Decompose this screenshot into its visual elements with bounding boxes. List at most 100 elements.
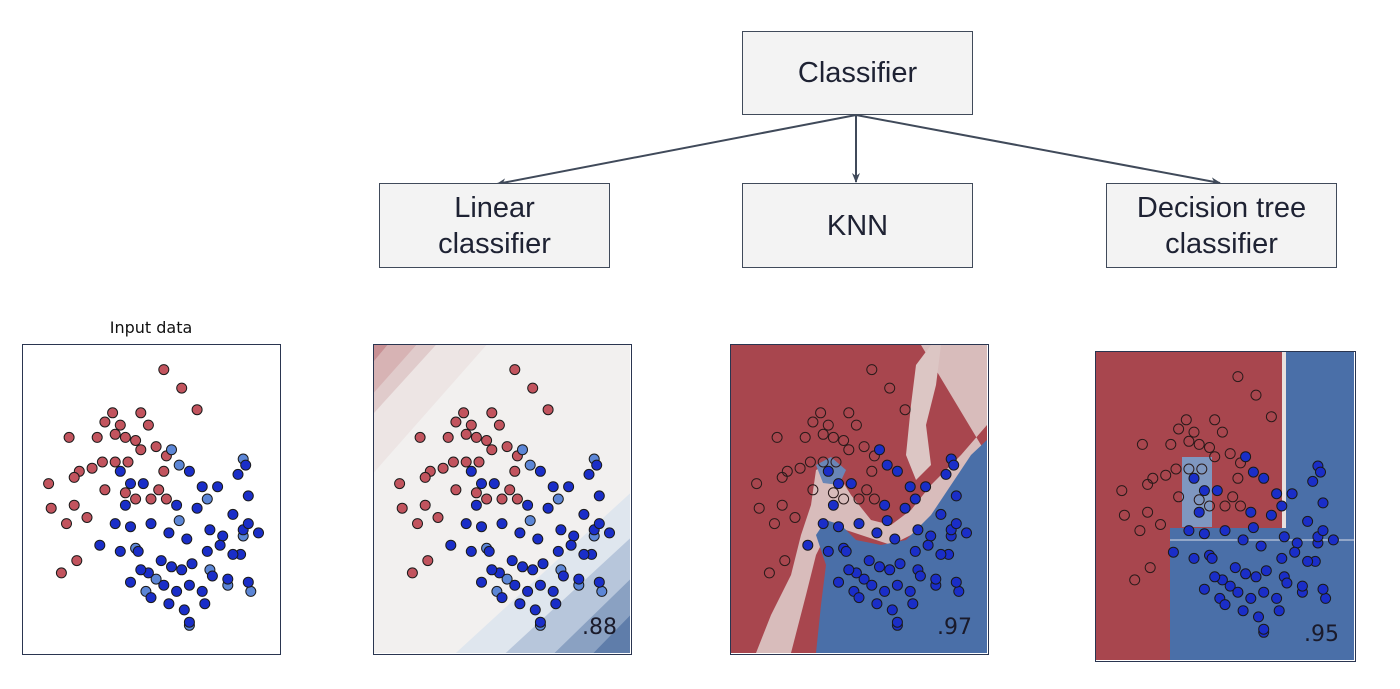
data-point-blue (1193, 506, 1205, 518)
data-point-red (1193, 494, 1205, 506)
linear-decision-plot (374, 345, 630, 653)
data-point-red (830, 456, 842, 468)
data-point-blue (506, 555, 518, 567)
data-point-red (799, 431, 811, 443)
data-point-blue (178, 604, 190, 616)
data-point-blue (176, 564, 188, 576)
data-point-blue (145, 592, 157, 604)
data-point-blue (1188, 472, 1200, 484)
data-point-blue (125, 478, 136, 490)
data-point-red (176, 382, 188, 394)
data-point-blue (568, 530, 580, 542)
data-point-blue (227, 508, 239, 520)
data-point-red (486, 444, 498, 456)
data-point-blue (863, 555, 875, 567)
linear-panel: .88 (373, 344, 632, 655)
data-point-blue (840, 545, 852, 557)
data-point-blue (527, 564, 539, 576)
data-point-red (751, 478, 763, 490)
data-point-blue (557, 570, 569, 582)
data-point-blue (483, 545, 495, 557)
data-point-red (1180, 414, 1192, 426)
linear-label-line1: Linear (454, 191, 535, 224)
data-point-blue (904, 585, 916, 597)
data-point-red (843, 444, 855, 456)
knn-label: KNN (826, 209, 889, 242)
data-point-red (1116, 485, 1128, 497)
data-point-red (91, 431, 103, 443)
data-point-red (527, 382, 539, 394)
data-point-blue (1258, 586, 1270, 598)
data-point-blue (171, 585, 183, 597)
tree-panel: .95 (1095, 351, 1356, 662)
data-point-blue (886, 604, 898, 616)
data-point-red (71, 555, 83, 567)
data-point-red (99, 484, 111, 496)
data-point-blue (843, 564, 855, 576)
data-point-blue (1240, 568, 1252, 580)
data-point-red (1265, 411, 1277, 423)
data-point-red (160, 493, 172, 505)
data-point-blue (578, 548, 590, 560)
data-point-light-blue (166, 444, 177, 456)
data-point-blue (894, 558, 906, 570)
data-point-blue (1317, 583, 1329, 595)
data-point-light-blue (501, 573, 513, 585)
data-point-blue (1237, 534, 1249, 546)
data-point-red (838, 493, 850, 505)
data-point-blue (183, 616, 195, 628)
data-point-red (158, 364, 170, 376)
data-point-blue (593, 490, 605, 502)
data-point-blue (465, 465, 477, 477)
data-point-red (460, 456, 472, 468)
data-point-blue (242, 490, 254, 502)
data-point-blue (1206, 552, 1218, 564)
data-point-blue (163, 598, 175, 610)
data-point-red (779, 555, 791, 567)
data-point-red (858, 441, 870, 453)
data-point-red (1165, 438, 1177, 450)
data-point-blue (1273, 605, 1285, 617)
tree-score: .95 (1304, 622, 1339, 647)
data-point-red (1204, 500, 1215, 512)
data-point-red (753, 502, 765, 514)
data-point-blue (822, 545, 834, 557)
data-point-red (396, 502, 408, 514)
data-point-blue (920, 481, 932, 493)
data-point-blue (879, 499, 891, 511)
data-point-blue (907, 598, 919, 610)
data-point-blue (94, 539, 106, 551)
data-point-red (470, 487, 482, 499)
data-point-red (450, 484, 462, 496)
data-point-red (804, 456, 816, 468)
data-point-blue (1167, 546, 1179, 558)
data-point-red (853, 493, 865, 505)
data-point-blue (155, 555, 167, 567)
data-point-blue (509, 579, 521, 591)
data-point-red (511, 493, 523, 505)
data-point-blue (1211, 485, 1223, 497)
data-point-light-blue (1247, 522, 1259, 534)
data-point-red (542, 404, 554, 416)
data-point-red (1188, 426, 1200, 438)
data-point-red (776, 471, 788, 483)
data-point-red (1144, 562, 1156, 574)
data-point-red (447, 456, 459, 468)
data-point-red (109, 428, 121, 440)
data-point-red (68, 499, 80, 511)
linear-band-red-4 (374, 345, 487, 473)
data-point-blue (1198, 485, 1210, 497)
data-point-blue (940, 468, 952, 480)
data-point-blue (950, 518, 962, 530)
data-point-blue (201, 545, 213, 557)
data-point-red (1193, 438, 1205, 450)
data-point-red (817, 456, 829, 468)
data-point-blue (604, 527, 615, 539)
root-label: Classifier (797, 57, 918, 89)
classifier-root-box: Classifier (742, 31, 973, 115)
data-point-red (109, 456, 121, 468)
data-point-blue (1317, 525, 1329, 537)
data-point-red (119, 487, 131, 499)
data-point-blue (891, 465, 903, 477)
data-point-red (807, 416, 819, 428)
